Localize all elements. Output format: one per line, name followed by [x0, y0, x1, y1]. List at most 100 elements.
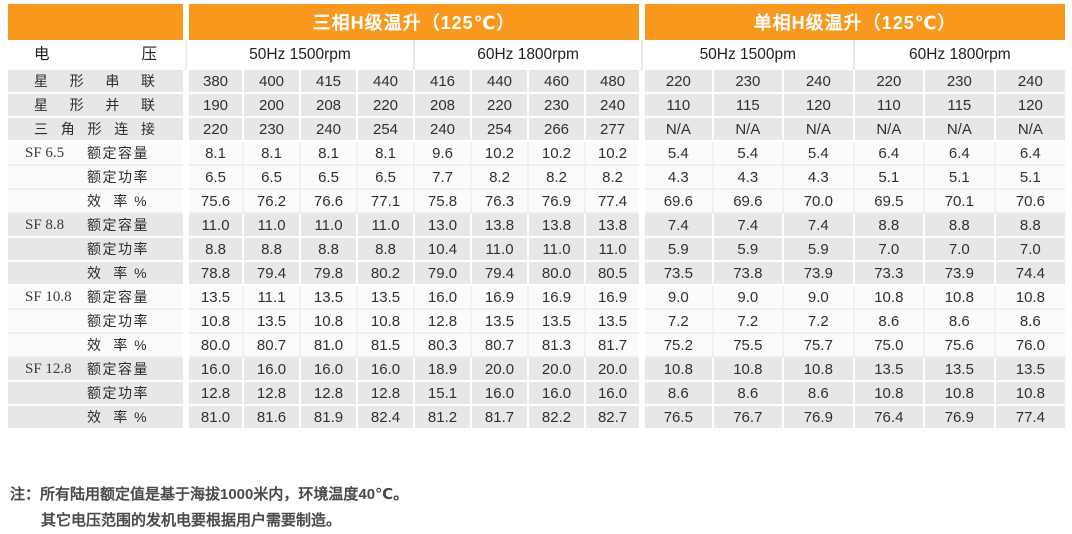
value-cell: 240 — [300, 117, 358, 142]
value-cell: 75.7 — [783, 333, 855, 358]
row-sublabel: 额定功率 — [87, 313, 149, 329]
value-cell: 8.1 — [300, 141, 358, 166]
value-cell: 10.8 — [853, 285, 926, 310]
value-cell: N/A — [924, 117, 996, 142]
value-cell: 230 — [243, 117, 301, 142]
value-cell: 76.4 — [853, 405, 926, 430]
value-cell: 81.9 — [300, 405, 358, 430]
value-cell: 4.3 — [712, 165, 785, 190]
value-cell: 80.7 — [471, 333, 529, 358]
value-cell: 190 — [186, 93, 244, 118]
row-label: SF 10.8 额定容量 — [8, 285, 189, 310]
value-cell: 70.6 — [994, 189, 1066, 214]
value-cell: 13.5 — [186, 285, 244, 310]
sf-model-label: SF 6.5 — [25, 144, 65, 161]
value-cell: 20.0 — [471, 357, 529, 382]
row-label: 星形串联 — [8, 70, 189, 94]
value-cell: 76.2 — [243, 189, 301, 214]
row-label: 效 率 % — [8, 189, 189, 214]
value-cell: 13.5 — [994, 357, 1066, 382]
value-cell: 16.0 — [186, 357, 244, 382]
value-cell: 80.5 — [585, 261, 646, 286]
value-cell: 6.5 — [300, 165, 358, 190]
value-cell: 4.3 — [783, 165, 855, 190]
datasheet-page: 三相H级温升（125℃） 单相H级温升（125℃） 电压 50Hz 1500rp… — [0, 4, 1072, 534]
value-cell: 81.7 — [585, 333, 646, 358]
value-cell: 11.0 — [471, 237, 529, 262]
value-cell: 6.4 — [924, 141, 996, 166]
value-cell: 12.8 — [414, 309, 472, 334]
value-cell: 8.6 — [642, 381, 714, 406]
row-sublabel: 额定功率 — [87, 241, 149, 257]
value-cell: 10.8 — [994, 381, 1066, 406]
value-cell: N/A — [712, 117, 785, 142]
value-cell: 11.0 — [357, 213, 415, 238]
value-cell: 6.4 — [994, 141, 1066, 166]
value-cell: 81.0 — [300, 333, 358, 358]
table-row: SF 12.8 额定容量 16.0 16.0 16.0 16.0 18.9 20.0 20.0 2… — [8, 357, 1066, 382]
value-cell: 70.0 — [783, 189, 855, 214]
sf-model-label: SF 12.8 — [25, 360, 72, 377]
freq-group-3ph-60hz: 60Hz 1800rpm — [414, 40, 644, 70]
row-label: 额定功率 — [8, 309, 189, 334]
value-cell: 80.7 — [243, 333, 301, 358]
value-cell: 80.2 — [357, 261, 415, 286]
value-cell: N/A — [853, 117, 926, 142]
value-cell: 13.8 — [471, 213, 529, 238]
value-cell: 76.3 — [471, 189, 529, 214]
value-cell: 13.5 — [853, 357, 926, 382]
table-row: SF 6.5 额定容量 8.1 8.1 8.1 8.1 9.6 10.2 10.2 10.2 5.4… — [8, 141, 1066, 166]
value-cell: 240 — [414, 117, 472, 142]
value-cell: 220 — [642, 70, 714, 94]
sf-model-label: SF 10.8 — [25, 288, 72, 305]
value-cell: 120 — [783, 93, 855, 118]
row-label: 额定功率 — [8, 381, 189, 406]
table-row: 额定功率 12.8 12.8 12.8 12.8 15.1 16.0 16.0 16.0 8.6 8… — [8, 381, 1066, 406]
value-cell: 7.4 — [712, 213, 785, 238]
value-cell: 69.5 — [853, 189, 926, 214]
frequency-header-row: 电压 50Hz 1500rpm 60Hz 1800rpm 50Hz 1500pm… — [8, 40, 1066, 70]
value-cell: 82.2 — [528, 405, 586, 430]
value-cell: 73.8 — [712, 261, 785, 286]
value-cell: 8.6 — [994, 309, 1066, 334]
value-cell: 76.7 — [712, 405, 785, 430]
value-cell: 5.4 — [642, 141, 714, 166]
value-cell: 440 — [471, 70, 529, 94]
row-sublabel: 额定容量 — [87, 289, 149, 305]
value-cell: 240 — [994, 70, 1066, 94]
value-cell: 7.0 — [994, 237, 1066, 262]
value-cell: 75.5 — [712, 333, 785, 358]
value-cell: 10.2 — [585, 141, 646, 166]
value-cell: 5.9 — [642, 237, 714, 262]
value-cell: 460 — [528, 70, 586, 94]
value-cell: 80.3 — [414, 333, 472, 358]
value-cell: 200 — [243, 93, 301, 118]
value-cell: 76.0 — [994, 333, 1066, 358]
table-row: 三角形连接 220 230 240 254 240 254 266 277 N/A N/A N/A N/… — [8, 117, 1066, 142]
value-cell: 16.0 — [414, 285, 472, 310]
value-cell: 81.7 — [471, 405, 529, 430]
value-cell: 10.8 — [853, 381, 926, 406]
value-cell: 9.0 — [642, 285, 714, 310]
value-cell: 277 — [585, 117, 646, 142]
value-cell: 80.0 — [186, 333, 244, 358]
value-cell: 10.8 — [712, 357, 785, 382]
value-cell: 230 — [712, 70, 785, 94]
value-cell: 13.5 — [924, 357, 996, 382]
row-sublabel: 额定功率 — [87, 169, 149, 185]
row-sublabel: 额定容量 — [87, 145, 149, 161]
value-cell: 7.2 — [642, 309, 714, 334]
value-cell: 480 — [585, 70, 646, 94]
value-cell: 8.6 — [853, 309, 926, 334]
value-cell: 8.1 — [186, 141, 244, 166]
value-cell: 220 — [357, 93, 415, 118]
value-cell: 230 — [528, 93, 586, 118]
value-cell: 8.6 — [924, 309, 996, 334]
value-cell: 115 — [924, 93, 996, 118]
freq-group-1ph-60hz: 60Hz 1800rpm — [853, 40, 1066, 70]
value-cell: 81.3 — [528, 333, 586, 358]
value-cell: 10.8 — [357, 309, 415, 334]
value-cell: 8.2 — [528, 165, 586, 190]
value-cell: 16.9 — [528, 285, 586, 310]
value-cell: 74.4 — [994, 261, 1066, 286]
